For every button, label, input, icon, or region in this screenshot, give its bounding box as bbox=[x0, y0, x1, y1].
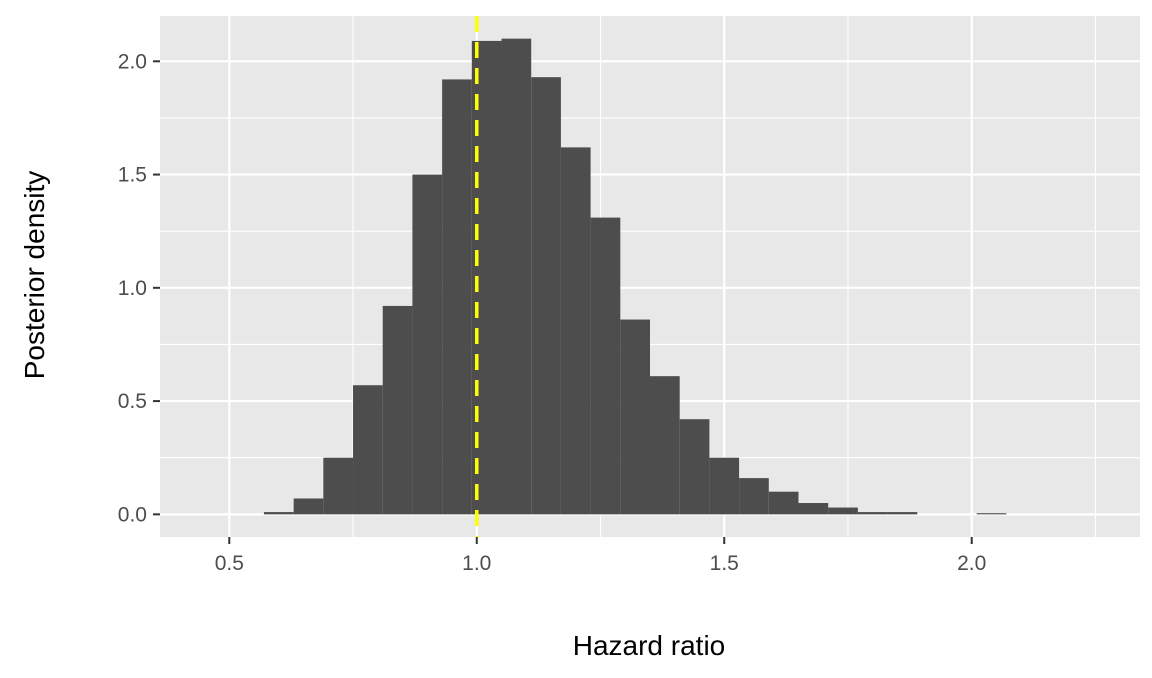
histogram-bar bbox=[828, 507, 858, 515]
y-axis-title: Posterior density bbox=[19, 171, 50, 380]
histogram-bar bbox=[590, 217, 621, 515]
histogram-bar bbox=[887, 512, 918, 515]
histogram-bar bbox=[501, 38, 532, 515]
x-tick-label: 1.5 bbox=[710, 552, 739, 575]
histogram-bar bbox=[263, 512, 294, 515]
x-tick-label: 0.5 bbox=[215, 552, 244, 575]
y-tick-label: 1.5 bbox=[118, 164, 147, 187]
histogram-bar bbox=[709, 457, 740, 515]
histogram-bar bbox=[798, 503, 829, 515]
histogram-bar bbox=[531, 77, 561, 515]
histogram-bar bbox=[442, 79, 472, 515]
x-axis-ticks: 0.5 1.0 1.5 2.0 bbox=[215, 537, 986, 575]
histogram-bar bbox=[679, 419, 710, 515]
x-axis-title: Hazard ratio bbox=[573, 630, 726, 661]
histogram-bar bbox=[976, 513, 1007, 515]
histogram-bar bbox=[382, 305, 413, 515]
y-tick-label: 2.0 bbox=[118, 50, 147, 73]
y-tick-label: 1.0 bbox=[118, 277, 147, 300]
histogram-bar bbox=[857, 512, 888, 515]
histogram-bar bbox=[739, 478, 769, 515]
y-axis-ticks: 0.0 0.5 1.0 1.5 2.0 bbox=[118, 50, 160, 526]
y-tick-label: 0.5 bbox=[118, 390, 147, 413]
y-tick-label: 0.0 bbox=[118, 503, 147, 526]
histogram-bar bbox=[323, 457, 354, 515]
histogram-bar bbox=[353, 385, 383, 515]
histogram-bar bbox=[620, 319, 650, 515]
histogram-bar bbox=[650, 376, 680, 515]
histogram-bar bbox=[412, 174, 443, 515]
histogram-bar bbox=[768, 491, 799, 515]
x-tick-label: 2.0 bbox=[957, 552, 986, 575]
histogram-bar bbox=[560, 147, 591, 515]
x-tick-label: 1.0 bbox=[462, 552, 491, 575]
histogram-bar bbox=[293, 498, 324, 515]
